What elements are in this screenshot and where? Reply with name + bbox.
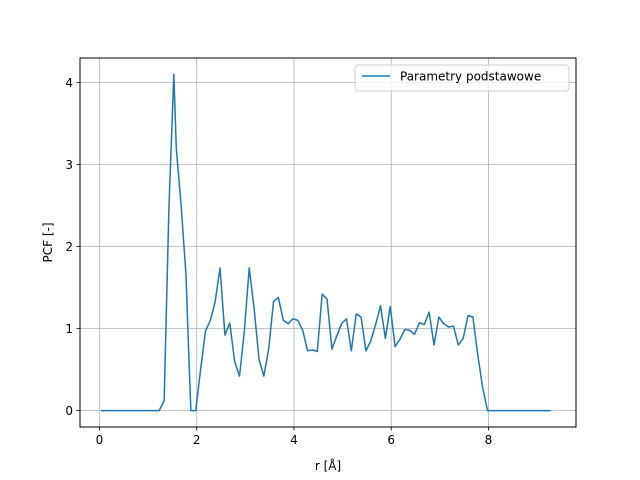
x-tick-label: 2 <box>193 433 201 447</box>
legend-entry-label: Parametry podstawowe <box>400 70 541 84</box>
x-tick-label: 8 <box>485 433 493 447</box>
y-tick-label: 4 <box>65 76 73 90</box>
y-tick-label: 3 <box>65 158 73 172</box>
x-tick-label: 6 <box>387 433 395 447</box>
legend-box <box>354 64 570 92</box>
x-axis-label: r [Å] <box>315 458 341 473</box>
plot-series <box>100 73 551 412</box>
y-axis-ticks: 0 1 2 3 4 <box>65 76 80 418</box>
y-tick-label: 1 <box>65 322 73 336</box>
x-axis-ticks: 0 2 4 6 8 <box>96 427 493 447</box>
y-tick-label: 0 <box>65 404 73 418</box>
legend: Parametry podstawowe <box>354 64 570 92</box>
series-line <box>100 73 551 412</box>
axes-frame <box>79 57 577 428</box>
x-tick-label: 4 <box>290 433 298 447</box>
x-tick-label: 0 <box>96 433 104 447</box>
y-tick-label: 2 <box>65 240 73 254</box>
y-axis-label: PCF [-] <box>41 222 55 262</box>
